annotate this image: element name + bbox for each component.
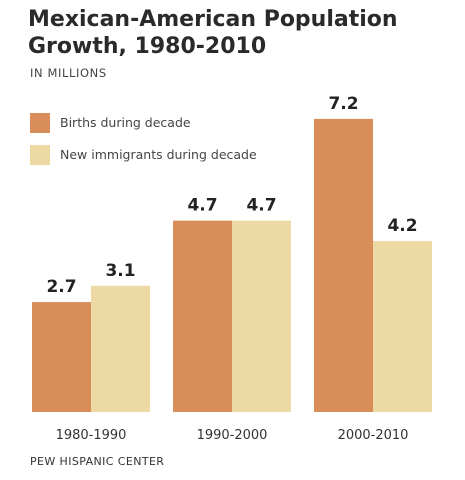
chart-title: Mexican-American Population Growth, 1980…: [28, 7, 398, 59]
chart-subtitle: IN MILLIONS: [30, 66, 107, 80]
category-labels-group: 1980-1990 1990-2000 2000-2010: [56, 428, 409, 443]
category-label-2000-2010: 2000-2010: [338, 428, 409, 443]
bar-births-2000-2010: [314, 118, 373, 412]
value-label-immigrants-2000-2010: 4.2: [387, 216, 417, 236]
source-credit: PEW HISPANIC CENTER: [30, 455, 165, 468]
value-label-births-2000-2010: 7.2: [328, 94, 358, 114]
bar-immigrants-1990-2000: [232, 220, 291, 412]
value-label-births-1990-2000: 4.7: [187, 196, 217, 216]
legend-label-immigrants: New immigrants during decade: [60, 147, 257, 162]
bar-births-1980-1990: [32, 302, 91, 412]
legend: Births during decade New immigrants duri…: [30, 113, 257, 165]
bar-immigrants-1980-1990: [91, 285, 150, 412]
value-label-births-1980-1990: 2.7: [46, 277, 76, 297]
category-label-1990-2000: 1990-2000: [197, 428, 268, 443]
legend-label-births: Births during decade: [60, 115, 191, 130]
legend-swatch-births: [30, 113, 50, 133]
value-label-immigrants-1990-2000: 4.7: [246, 196, 276, 216]
bar-immigrants-2000-2010: [373, 241, 432, 412]
bar-births-1990-2000: [173, 220, 232, 412]
legend-swatch-immigrants: [30, 145, 50, 165]
value-labels-group: 2.7 3.1 4.7 4.7 7.2 4.2: [46, 94, 417, 297]
value-label-immigrants-1980-1990: 3.1: [105, 261, 135, 281]
category-label-1980-1990: 1980-1990: [56, 428, 127, 443]
bars-group: [32, 118, 432, 412]
